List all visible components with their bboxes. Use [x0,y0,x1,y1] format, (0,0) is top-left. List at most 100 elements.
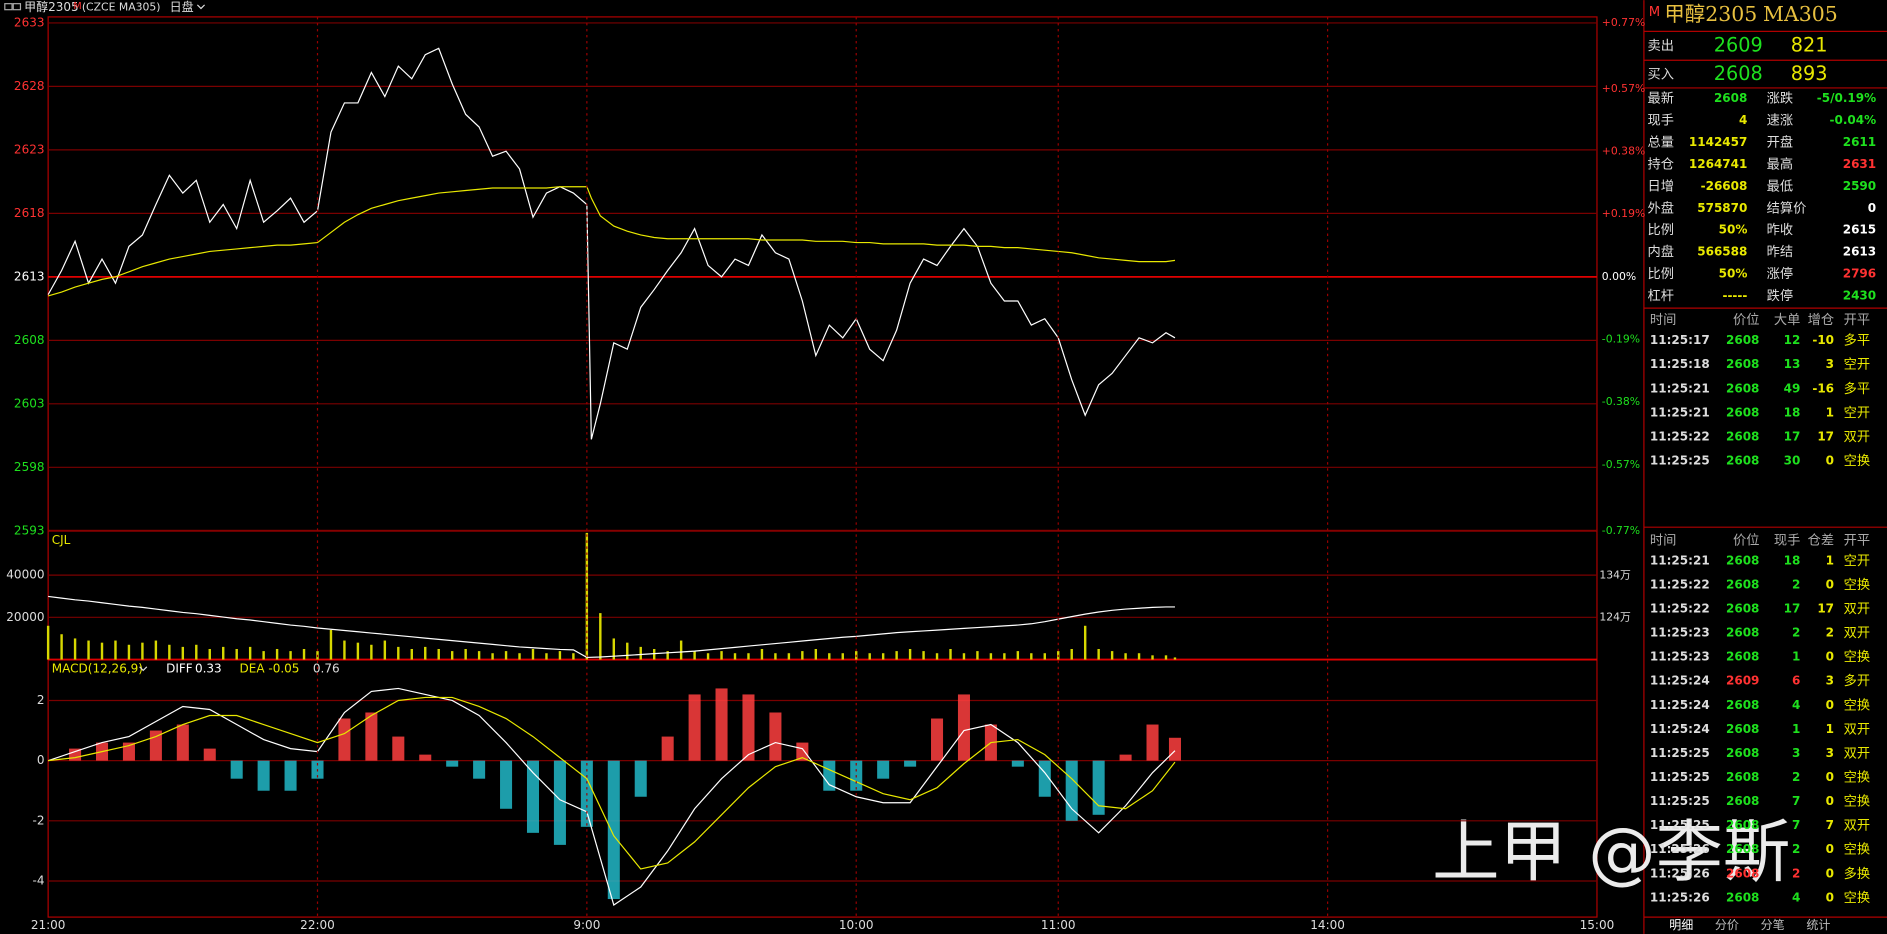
table-cell: 17 [1784,429,1801,443]
table-cell: 0 [1826,842,1834,856]
volume-bar [302,648,306,660]
x-tick-label: 15:00 [1580,918,1615,932]
volume-bar [73,638,77,660]
y-tick-label: 2593 [14,523,45,537]
volume-bar [787,653,791,660]
tab[interactable]: 统计 [1806,918,1830,932]
quote-label: 最高 [1767,155,1793,172]
y-tick-label: 40000 [6,568,44,582]
table-cell: 2608 [1726,333,1759,347]
macd-bar [1146,724,1159,761]
y-tick-label: 2623 [14,142,45,156]
quote-value: 2611 [1843,135,1876,149]
macd-bar [1168,737,1181,761]
dropdown-icon[interactable] [196,4,206,10]
volume-bar [127,644,131,660]
table-cell: 11:25:25 [1650,794,1710,808]
quote-label: 昨收 [1767,222,1793,238]
volume-bar [828,653,831,660]
macd-bar [176,724,189,761]
table-cell: 空换 [1844,890,1870,906]
table-cell: 2 [1792,626,1800,640]
y2-tick-label: 0.00% [1602,270,1636,283]
legend-name: DIFF [166,662,193,676]
macd-bar [796,742,809,761]
volume-bar [60,634,63,660]
table-cell: 2608 [1726,722,1759,736]
volume-bar [760,648,764,660]
volume-bar [343,640,346,660]
macd-bar [392,736,405,761]
y2-tick-label: +0.77% [1602,16,1645,29]
table-cell: 11:25:26 [1650,890,1710,904]
quote-label: 最新 [1648,91,1674,107]
volume-bar [895,651,898,660]
table-cell: 11:25:22 [1650,577,1710,591]
table-cell: 17 [1784,602,1801,616]
volume-bar [504,651,508,660]
tab[interactable]: 分价 [1715,918,1739,932]
table-cell: 2608 [1726,890,1759,904]
table-cell: 1 [1792,650,1800,664]
y2-tick-label: +0.57% [1602,82,1645,95]
quote-label: 杠杆 [1648,288,1674,304]
volume-bar [1083,625,1087,660]
table-cell: 双开 [1844,602,1870,617]
macd-bar [607,760,620,900]
volume-bar [1097,648,1100,660]
table-cell: 11:25:18 [1650,357,1710,371]
table-cell: 2608 [1726,842,1759,856]
volume-bar [1151,655,1154,660]
table-cell: 空换 [1844,577,1870,593]
macd-bar [122,742,135,761]
volume-bar [1030,653,1033,660]
book-price: 2608 [1714,62,1763,85]
volume-bar [558,651,562,660]
table-cell: 2608 [1726,818,1759,832]
window-icon[interactable] [12,3,22,11]
table-cell: 2608 [1726,381,1759,395]
volume-bar [908,648,912,660]
tab[interactable]: 明细 [1669,918,1693,932]
table-cell: 11:25:24 [1650,722,1710,736]
volume-bar [531,648,535,660]
volume-bar [46,625,50,660]
quote-value: 2590 [1843,179,1876,193]
table-cell: 2608 [1726,698,1759,712]
table-cell: 空开 [1844,553,1870,569]
table-cell: 2608 [1726,746,1759,760]
table-header: 时间 [1650,312,1676,328]
product-name: 甲醇2305 [24,0,79,14]
table-cell: 49 [1784,381,1801,395]
table-cell: -16 [1812,381,1834,395]
table-cell: 11:25:24 [1650,698,1710,712]
volume-bar [114,640,117,660]
volume-bar [464,648,467,660]
window-icon[interactable] [4,3,13,11]
table-cell: 11:25:25 [1650,818,1710,832]
volume-bar [424,646,427,660]
table-cell: 2 [1792,577,1800,591]
table-cell: 0 [1826,794,1834,808]
volume-bar [801,651,804,660]
session-selector[interactable]: 日盘 [170,0,194,14]
macd-bar [553,760,566,845]
watermark: 上甲 @李斯 [1432,812,1790,891]
dropdown-icon[interactable] [139,666,148,672]
y-tick-label: 2608 [14,333,45,347]
table-cell: 0 [1826,890,1834,904]
table-cell: 17 [1817,602,1834,616]
quote-label: 开盘 [1767,134,1793,151]
tab[interactable]: 分笔 [1761,917,1785,932]
table-cell: 2608 [1726,357,1759,371]
volume-bar [289,651,292,660]
volume-bar [275,648,279,660]
volume-bar [410,648,413,660]
table-cell: 3 [1792,746,1800,760]
quote-value: ----- [1722,288,1747,302]
table-cell: 1 [1792,722,1800,736]
volume-bar [518,653,521,660]
table-header: 开平 [1844,313,1870,328]
table-cell: 11:25:17 [1650,333,1710,347]
volume-bar [1003,653,1006,660]
